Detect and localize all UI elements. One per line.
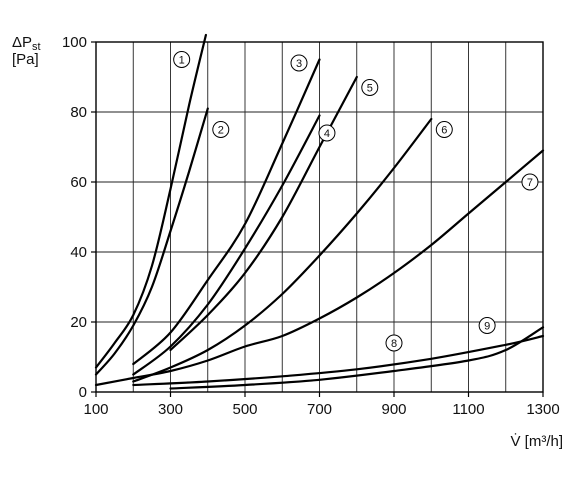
curve-4 <box>132 114 321 376</box>
curves <box>94 33 545 390</box>
curve-label-9: 9 <box>478 317 496 334</box>
x-axis-title: V̇ [m³/h] <box>510 433 563 450</box>
curve-6 <box>132 117 433 383</box>
x-tick-labels: 100 300 500 700 900 1100 1300 <box>83 401 559 418</box>
curve-label-7: 7 <box>521 173 539 191</box>
curve-label-8: 8 <box>385 334 403 352</box>
axes <box>91 41 544 397</box>
curve-label-text: 5 <box>367 83 373 95</box>
curve-label-4: 4 <box>318 124 336 142</box>
curve-2 <box>94 107 209 376</box>
curve-label-2: 2 <box>212 121 230 138</box>
curve-label-text: 2 <box>218 125 224 137</box>
curve-label-6: 6 <box>435 121 453 138</box>
curve-label-circle <box>173 51 191 68</box>
x-tick-label: 1100 <box>452 401 484 418</box>
x-tick-label: 900 <box>381 401 406 418</box>
curve-label-text: 3 <box>296 58 302 70</box>
curve-8 <box>132 334 545 387</box>
curve-label-circle <box>212 121 230 138</box>
curve-label-text: 9 <box>484 321 490 333</box>
curve-label-circle <box>318 124 336 142</box>
curve-label-circle <box>521 173 539 191</box>
curve-label-text: 8 <box>391 338 397 350</box>
y-tick-label: 20 <box>70 314 87 331</box>
curve-label-text: 1 <box>179 55 185 67</box>
x-tick-label: 1300 <box>526 401 559 418</box>
y-tick-label: 60 <box>70 174 87 191</box>
y-tick-label: 100 <box>62 34 87 51</box>
curve-label-3: 3 <box>290 54 308 72</box>
x-tick-label: 300 <box>158 401 183 418</box>
curve-label-circle <box>385 334 403 352</box>
curve-label-circle <box>478 317 496 334</box>
x-tick-label: 500 <box>232 401 257 418</box>
curve-label-circle <box>361 79 379 96</box>
curve-1 <box>94 33 207 369</box>
y-tick-label: 0 <box>79 384 87 401</box>
y-tick-label: 80 <box>70 104 87 121</box>
curve-3 <box>132 58 321 366</box>
curve-5 <box>169 75 358 352</box>
curve-label-circle <box>435 121 453 138</box>
y-axis-title: ΔPst <box>12 34 41 53</box>
curve-label-1: 1 <box>173 51 191 68</box>
x-tick-label: 100 <box>83 401 108 418</box>
x-tick-label: 700 <box>307 401 332 418</box>
y-tick-label: 40 <box>70 244 87 261</box>
y-axis-unit: [Pa] <box>12 51 39 68</box>
curve-labels: 1 2 3 4 5 6 7 8 9 <box>173 51 539 352</box>
curve-label-text: 6 <box>441 125 447 137</box>
curve-label-text: 7 <box>527 177 533 189</box>
y-tick-labels: 0 20 40 60 80 100 <box>62 34 87 401</box>
curve-label-circle <box>290 54 308 72</box>
curve-label-5: 5 <box>361 79 379 96</box>
curve-label-text: 4 <box>324 128 330 140</box>
curve-7 <box>94 149 545 387</box>
curve-9 <box>169 326 545 390</box>
